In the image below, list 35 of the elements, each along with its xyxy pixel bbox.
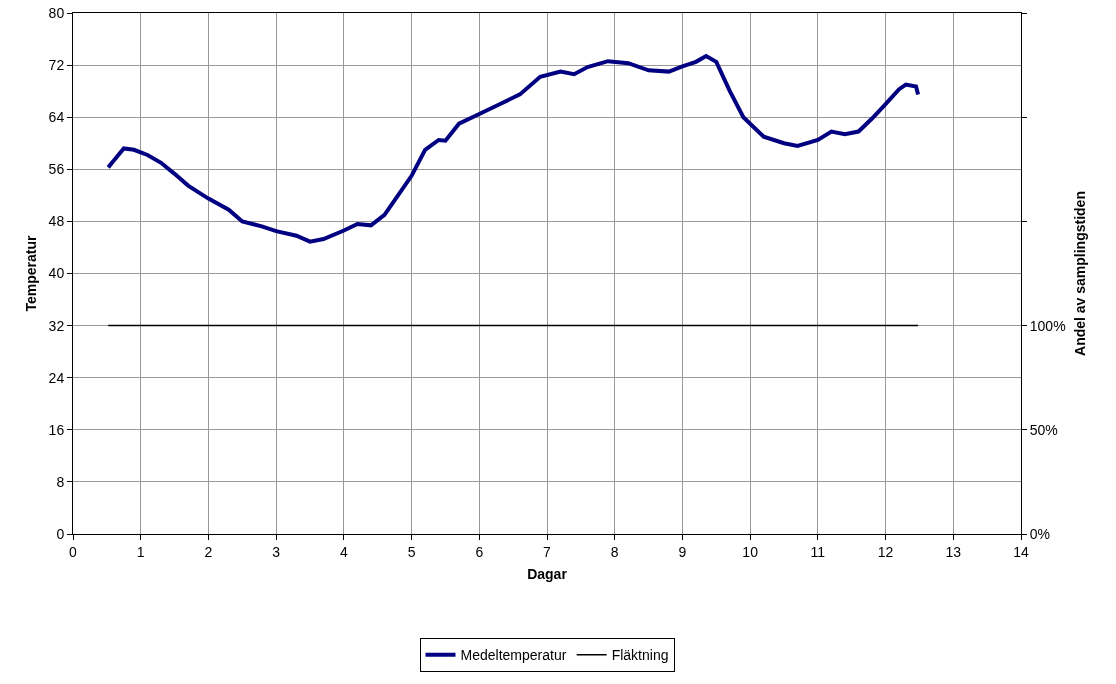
x-tick-label: 8: [610, 543, 619, 560]
x-tick-label: 9: [678, 543, 687, 560]
y-axis-title: Temperatur: [23, 234, 40, 312]
y2-axis-title: Andel av samplingstiden: [1071, 191, 1088, 356]
x-tick-label: 10: [742, 543, 759, 560]
x-tick-label: 6: [475, 543, 484, 560]
legend-label: Medeltemperatur: [460, 647, 567, 664]
x-tick-label: 1: [136, 543, 145, 560]
x-tick-label: 13: [945, 543, 962, 560]
y-tick-label: 72: [48, 57, 65, 73]
x-tick-label: 0: [69, 543, 78, 560]
y-tick-label: 40: [48, 265, 65, 282]
x-tick-label: 12: [877, 543, 894, 560]
legend-label: Fläktning: [611, 647, 669, 664]
x-tick-label: 4: [339, 543, 348, 560]
y-tick-label: 56: [48, 161, 65, 178]
x-tick-label: 5: [407, 543, 416, 560]
x-axis-title: Dagar: [527, 566, 568, 583]
x-tick-label: 2: [204, 543, 213, 560]
y2-tick-label: 100%: [1029, 317, 1066, 334]
y-tick-label: 48: [48, 213, 65, 230]
y-tick-label: 80: [48, 4, 65, 21]
y-tick-label: 16: [48, 421, 65, 438]
y2-tick-label: 0%: [1029, 525, 1051, 542]
y-tick-label: 32: [48, 317, 65, 334]
line-series: [106, 53, 921, 244]
y-tick-label: 64: [48, 109, 65, 126]
x-tick-label: 11: [810, 543, 826, 560]
y-tick-label: 24: [48, 369, 65, 386]
x-tick-label: 14: [1013, 543, 1029, 560]
y-tick-label: 0: [56, 525, 65, 542]
x-tick-label: 3: [272, 543, 281, 560]
y-tick-label: 8: [56, 473, 65, 490]
y2-tick-label: 50%: [1029, 421, 1058, 438]
x-tick-label: 7: [543, 543, 552, 560]
